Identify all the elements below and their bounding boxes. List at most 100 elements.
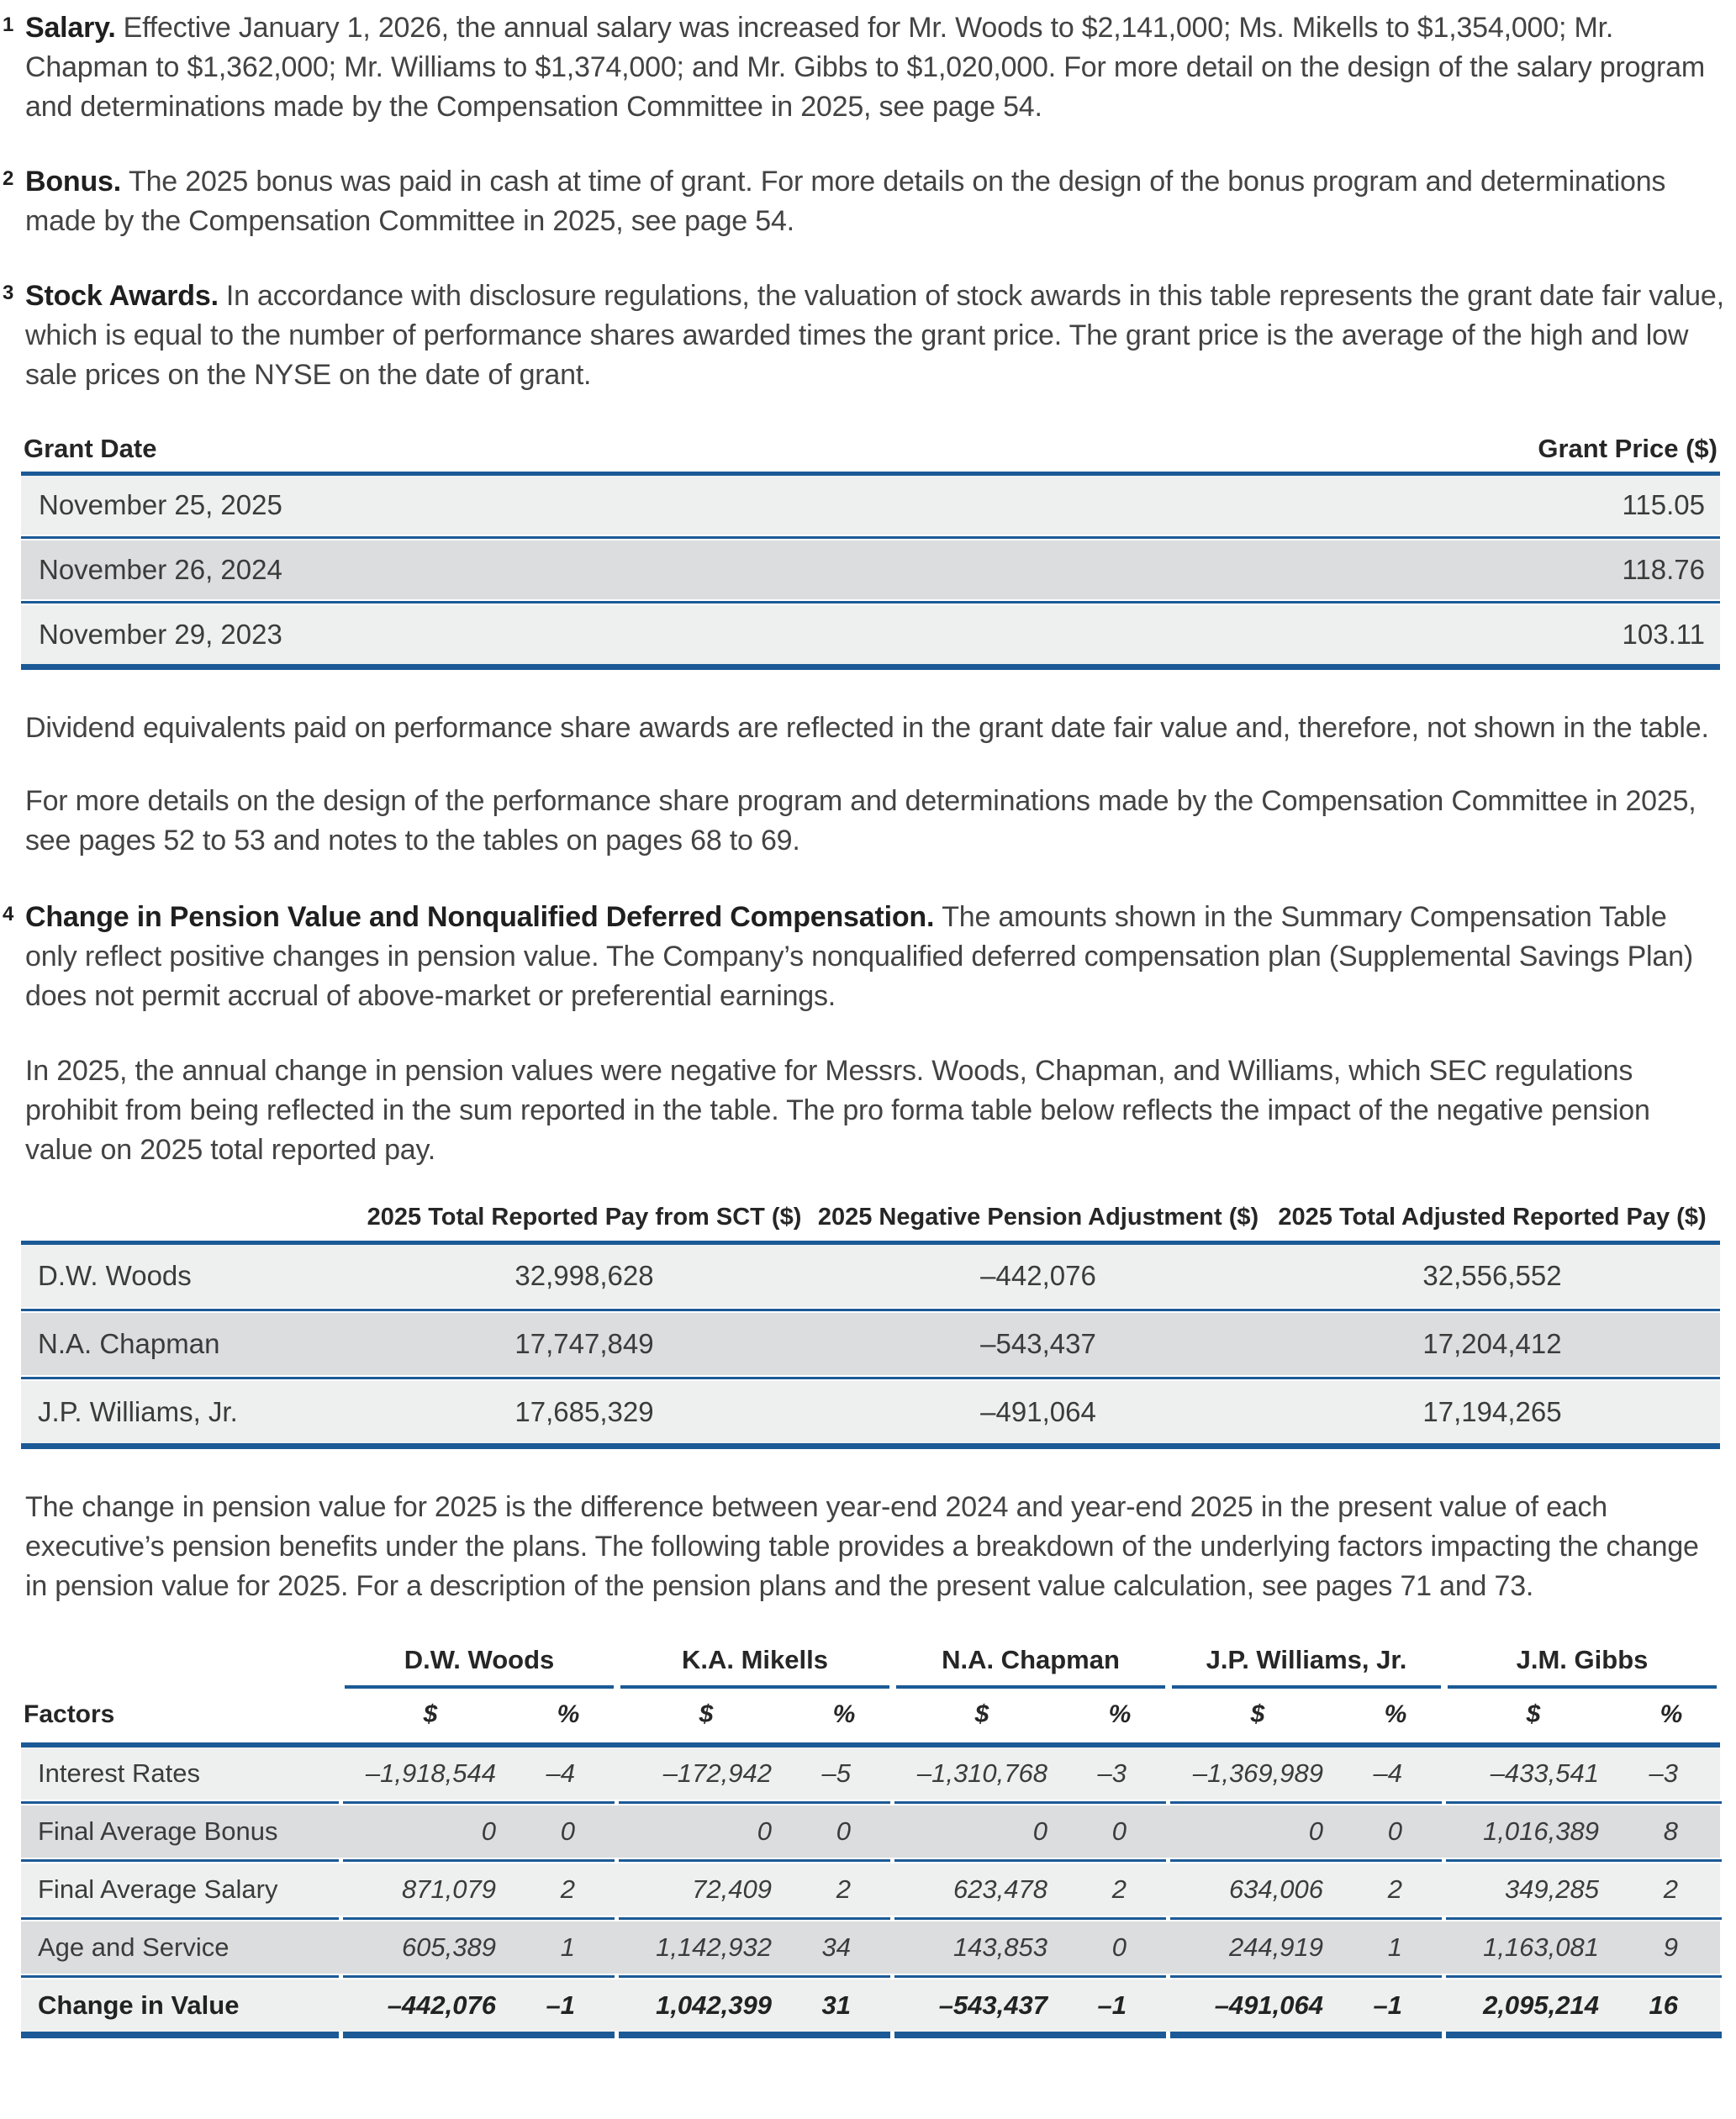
factor-label-cell: Change in Value: [38, 1990, 240, 2020]
sct-pay-cell: 17,685,329: [514, 1396, 654, 1427]
row-divider: [21, 1309, 1720, 1311]
percent-value-cell: 0: [1111, 1816, 1127, 1846]
executive-name-cell: J.P. Williams, Jr.: [38, 1396, 238, 1427]
percent-value-cell: 8: [1663, 1816, 1678, 1846]
value-group: 605,389 1: [341, 1932, 617, 1963]
subheader-group: $%: [1169, 1700, 1444, 1729]
note-title-salary: Salary.: [25, 12, 116, 44]
note-body-pension-value: The amounts shown in the Summary Compens…: [25, 901, 1693, 1012]
sct-pay-column-header: 2025 Total Reported Pay from SCT ($): [367, 1204, 802, 1231]
percent-value-cell: 16: [1649, 1990, 1678, 2020]
row-divider: [21, 1975, 1722, 1978]
percent-value-cell: 0: [836, 1816, 851, 1846]
percent-value-cell: 2: [836, 1874, 851, 1904]
percent-value-cell: –3: [1097, 1758, 1127, 1788]
dollar-value-cell: 871,079: [401, 1874, 496, 1904]
row-divider: [21, 536, 1720, 539]
table-border-top: [21, 1241, 1720, 1245]
paragraph-change-in-pension: The change in pension value for 2025 is …: [25, 1491, 1699, 1602]
value-group: –1,369,989 –4: [1169, 1758, 1444, 1789]
grant-date-column-header: Grant Date: [24, 434, 157, 463]
dollar-value-cell: –442,076: [387, 1990, 496, 2020]
value-group: 1,163,081 9: [1444, 1932, 1720, 1963]
value-group: –1,310,768 –3: [893, 1758, 1169, 1789]
table-border-top: [21, 472, 1720, 476]
table-row: J.P. Williams, Jr. 17,685,329 –491,064 1…: [21, 1381, 1720, 1443]
factors-subheader-row: Factors $% $% $% $% $%: [21, 1700, 1720, 1729]
table-row-change-in-value: Change in Value –442,076 –1 1,042,399 31 –…: [21, 1979, 1720, 2032]
dollar-value-cell: 1,163,081: [1483, 1932, 1599, 1962]
value-group: –442,076 –1: [341, 1990, 617, 2021]
group-header-chapman: N.A. Chapman: [896, 1645, 1165, 1689]
percent-value-cell: 0: [560, 1816, 575, 1846]
percent-value-cell: –1: [1373, 1990, 1402, 2020]
note-body-stock-awards: In accordance with disclosure regulation…: [25, 280, 1724, 391]
percent-column-header: %: [1659, 1700, 1683, 1728]
table-row-age-and-service: Age and Service 605,389 1 1,142,932 34 143…: [21, 1921, 1720, 1974]
group-header-woods: D.W. Woods: [345, 1645, 614, 1689]
pension-adjustment-cell: –543,437: [980, 1328, 1096, 1359]
percent-value-cell: 34: [821, 1932, 851, 1962]
footnote-pension-value: 4 Change in Pension Value and Nonqualifie…: [3, 898, 1724, 1016]
value-group: 1,042,399 31: [617, 1990, 893, 2021]
row-divider: [21, 1377, 1720, 1379]
percent-value-cell: 1: [1387, 1932, 1402, 1962]
proforma-pay-table: 2025 Total Reported Pay from SCT ($) 202…: [21, 1204, 1720, 1449]
table-border-bottom: [21, 1443, 1720, 1449]
dollar-value-cell: 143,853: [952, 1932, 1047, 1962]
dollar-column-header: $: [423, 1700, 438, 1728]
factors-group-header: D.W. Woods K.A. Mikells N.A. Chapman J.P…: [21, 1645, 1720, 1689]
pension-adjustment-column-header: 2025 Negative Pension Adjustment ($): [817, 1204, 1259, 1231]
value-group: –433,541 –3: [1444, 1758, 1720, 1789]
note-body-bonus: The 2025 bonus was paid in cash at time …: [25, 166, 1666, 237]
dollar-value-cell: 244,919: [1228, 1932, 1323, 1962]
document-page: 1 Salary. Effective January 1, 2026, the a…: [3, 12, 1724, 2038]
percent-value-cell: 0: [1111, 1932, 1127, 1962]
paragraph-dividend-equivalents: Dividend equivalents paid on performance…: [25, 712, 1709, 744]
percent-value-cell: –3: [1649, 1758, 1678, 1788]
subheader-group: $%: [617, 1700, 893, 1729]
note-title-bonus: Bonus.: [25, 166, 122, 198]
pension-adjustment-cell: –491,064: [980, 1396, 1096, 1427]
note-body-salary: Effective January 1, 2026, the annual sa…: [25, 12, 1705, 123]
value-group: 634,006 2: [1169, 1874, 1444, 1905]
footnote-marker-4: 4: [3, 903, 14, 925]
subheader-group: $%: [893, 1700, 1169, 1729]
percent-value-cell: –4: [1373, 1758, 1402, 1788]
value-group: 143,853 0: [893, 1932, 1169, 1963]
dollar-value-cell: 0: [481, 1816, 496, 1846]
value-group: 244,919 1: [1169, 1932, 1444, 1963]
percent-value-cell: 9: [1663, 1932, 1678, 1962]
value-group: –543,437 –1: [893, 1990, 1169, 2021]
table-row-interest-rates: Interest Rates –1,918,544 –4 –172,942 –5 –…: [21, 1747, 1720, 1800]
grant-price-column-header: Grant Price ($): [1538, 434, 1718, 463]
percent-column-header: %: [832, 1700, 856, 1728]
group-header-gibbs: J.M. Gibbs: [1448, 1645, 1717, 1689]
grant-date-cell: November 25, 2025: [39, 489, 282, 520]
dollar-column-header: $: [974, 1700, 989, 1728]
factor-label-cell: Final Average Salary: [38, 1874, 278, 1904]
value-group: 871,079 2: [341, 1874, 617, 1905]
footnote-bonus: 2 Bonus. The 2025 bonus was paid in cash a…: [3, 162, 1724, 241]
value-group: 623,478 2: [893, 1874, 1169, 1905]
percent-column-header: %: [1108, 1700, 1132, 1728]
pension-factors-table: D.W. Woods K.A. Mikells N.A. Chapman J.P…: [21, 1645, 1722, 2038]
proforma-table-header: 2025 Total Reported Pay from SCT ($) 202…: [21, 1204, 1720, 1231]
value-group: –491,064 –1: [1169, 1990, 1444, 2021]
subheader-group: $%: [1444, 1700, 1720, 1729]
dollar-value-cell: 0: [1032, 1816, 1047, 1846]
adjusted-pay-column-header: 2025 Total Adjusted Reported Pay ($): [1278, 1204, 1707, 1231]
table-row-final-average-salary: Final Average Salary 871,079 2 72,409 2 62…: [21, 1863, 1720, 1916]
percent-value-cell: 2: [1663, 1874, 1678, 1904]
header-spacer: [21, 1645, 341, 1689]
table-row: November 26, 2024 118.76: [21, 540, 1720, 599]
dollar-value-cell: 0: [1308, 1816, 1323, 1846]
value-group: 1,016,389 8: [1444, 1816, 1720, 1847]
subheader-group: $%: [341, 1700, 617, 1729]
value-group: 1,142,932 34: [617, 1932, 893, 1963]
